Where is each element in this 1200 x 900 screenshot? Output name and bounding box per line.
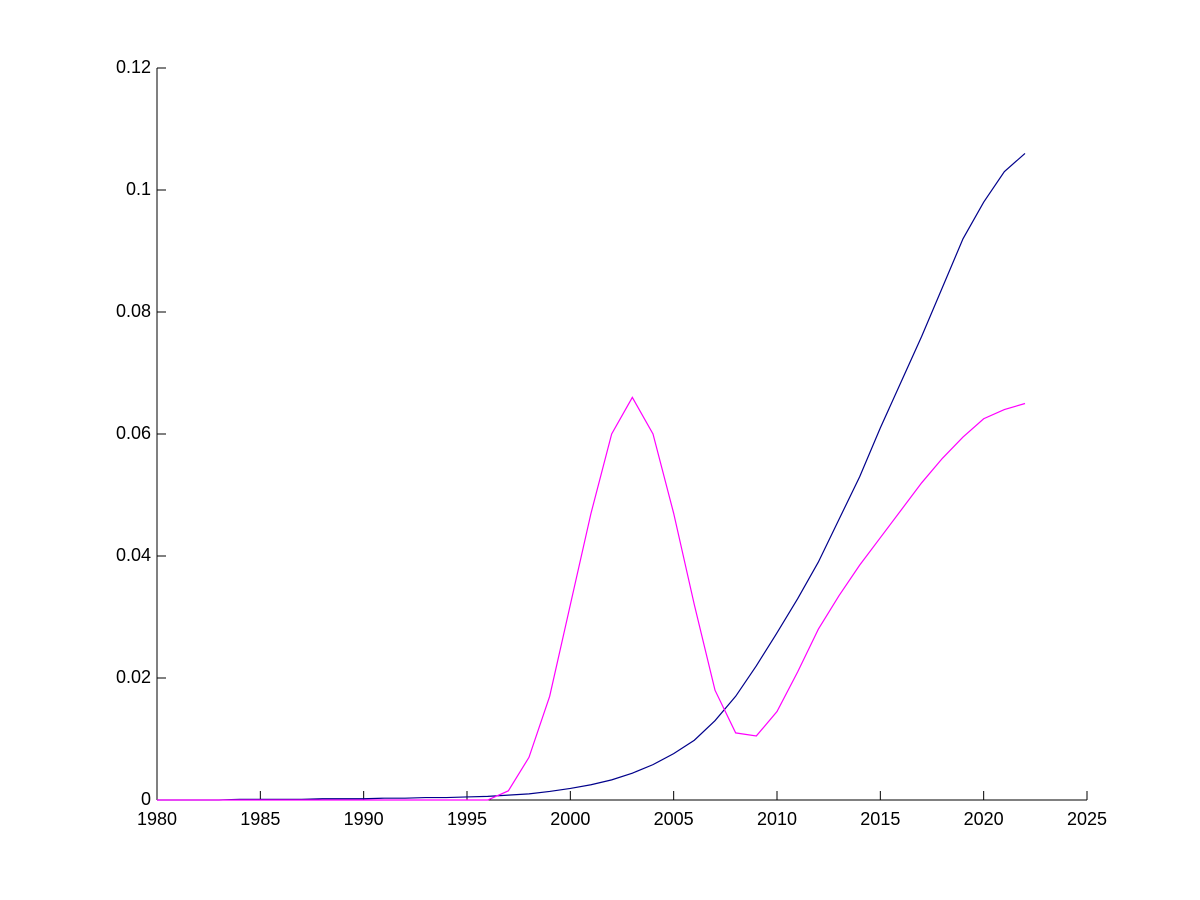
x-tick-label: 2015 (860, 809, 900, 829)
y-tick-label: 0 (141, 789, 151, 809)
x-tick-label: 2000 (550, 809, 590, 829)
x-tick-label: 2010 (757, 809, 797, 829)
y-tick-label: 0.04 (116, 545, 151, 565)
y-tick-label: 0.1 (126, 179, 151, 199)
y-tick-label: 0.06 (116, 423, 151, 443)
x-tick-label: 2020 (964, 809, 1004, 829)
x-tick-label: 2005 (654, 809, 694, 829)
line-series (157, 152, 1026, 801)
y-tick-label: 0.02 (116, 667, 151, 687)
x-tick-label: 2025 (1067, 809, 1107, 829)
line-series (157, 396, 1026, 801)
y-tick-label: 0.08 (116, 301, 151, 321)
x-tick-label: 1985 (240, 809, 280, 829)
y-tick-label: 0.12 (116, 57, 151, 77)
x-tick-label: 1980 (137, 809, 177, 829)
x-tick-label: 1990 (344, 809, 384, 829)
x-tick-label: 1995 (447, 809, 487, 829)
